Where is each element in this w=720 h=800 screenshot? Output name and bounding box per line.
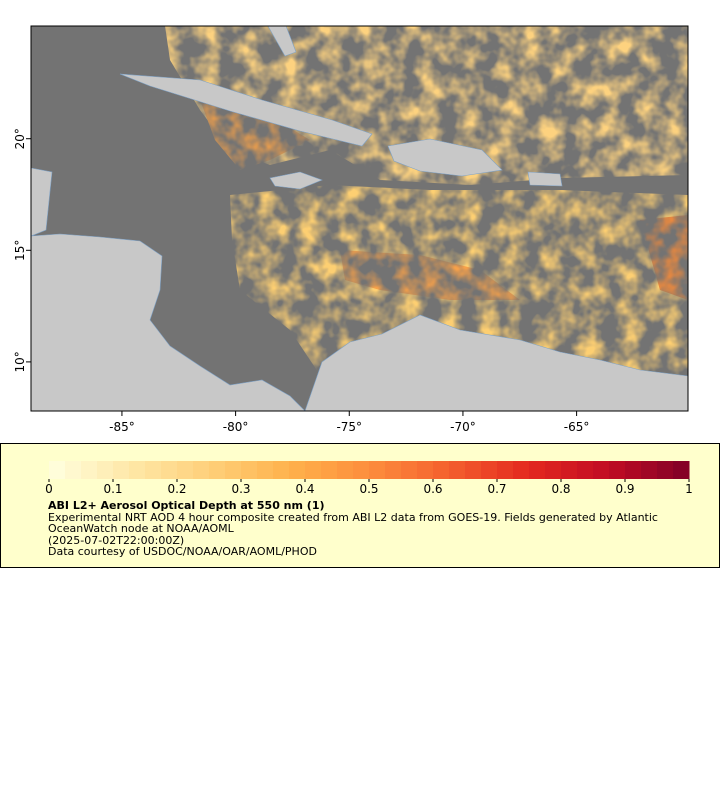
colorbar-step bbox=[657, 461, 674, 479]
x-tick-label: -75° bbox=[336, 420, 362, 434]
colorbar-step bbox=[433, 461, 450, 479]
colorbar-step bbox=[145, 461, 162, 479]
colorbar-step bbox=[497, 461, 514, 479]
colorbar-step bbox=[369, 461, 386, 479]
colorbar-tick-label: 0.8 bbox=[551, 482, 570, 496]
colorbar-step bbox=[81, 461, 98, 479]
colorbar-tick-label: 0 bbox=[45, 482, 53, 496]
colorbar-step bbox=[401, 461, 418, 479]
colorbar-step bbox=[417, 461, 434, 479]
colorbar-step bbox=[257, 461, 274, 479]
colorbar-step bbox=[113, 461, 130, 479]
colorbar-step bbox=[193, 461, 210, 479]
colorbar-step bbox=[273, 461, 290, 479]
y-tick-label: 10° bbox=[13, 351, 27, 372]
colorbar-step bbox=[353, 461, 370, 479]
colorbar-step bbox=[577, 461, 594, 479]
colorbar-step bbox=[641, 461, 658, 479]
colorbar-step bbox=[609, 461, 626, 479]
legend-credit: Data courtesy of USDOC/NOAA/OAR/AOML/PHO… bbox=[48, 545, 317, 558]
colorbar-tick-label: 1 bbox=[685, 482, 693, 496]
colorbar-step bbox=[97, 461, 114, 479]
map: -85° -80° -75° -70° -65° 10° 15° 20° bbox=[13, 25, 689, 434]
legend: 0 0.1 0.2 0.3 0.4 0.5 0.6 0.7 0.8 0.9 1 ABI L2+ Ae… bbox=[0, 443, 720, 568]
colorbar-tick-label: 0.5 bbox=[359, 482, 378, 496]
colorbar-step bbox=[449, 461, 466, 479]
colorbar-step bbox=[225, 461, 242, 479]
x-tick-label: -85° bbox=[109, 420, 135, 434]
colorbar-step bbox=[529, 461, 546, 479]
colorbar-step bbox=[161, 461, 178, 479]
colorbar-tick-label: 0.2 bbox=[167, 482, 186, 496]
axis-ticks: -85° -80° -75° -70° -65° 10° 15° 20° bbox=[13, 128, 589, 434]
y-tick-label: 20° bbox=[13, 128, 27, 149]
land bbox=[30, 25, 689, 412]
colorbar-step bbox=[209, 461, 226, 479]
colorbar-tick-label: 0.1 bbox=[103, 482, 122, 496]
colorbar-step bbox=[625, 461, 642, 479]
colorbar-step bbox=[177, 461, 194, 479]
colorbar-step bbox=[305, 461, 322, 479]
colorbar-step bbox=[241, 461, 258, 479]
colorbar-step bbox=[593, 461, 610, 479]
colorbar-tick-label: 0.9 bbox=[615, 482, 634, 496]
legend-time: (2025-07-02T22:00:00Z) bbox=[48, 533, 185, 547]
colorbar-tick-label: 0.4 bbox=[295, 482, 314, 496]
colorbar-step bbox=[513, 461, 530, 479]
colorbar-step bbox=[545, 461, 562, 479]
colorbar-tick-label: 0.7 bbox=[487, 482, 506, 496]
colorbar: 0 0.1 0.2 0.3 0.4 0.5 0.6 0.7 0.8 0.9 1 bbox=[45, 461, 693, 496]
colorbar-tick-label: 0.3 bbox=[231, 482, 250, 496]
aerosol-field bbox=[165, 26, 688, 385]
x-tick-label: -80° bbox=[223, 420, 249, 434]
colorbar-step bbox=[321, 461, 338, 479]
colorbar-step bbox=[465, 461, 482, 479]
colorbar-step bbox=[385, 461, 402, 479]
colorbar-step bbox=[481, 461, 498, 479]
legend-description: Experimental NRT AOD 4 hour composite cr… bbox=[48, 510, 658, 535]
legend-text: ABI L2+ Aerosol Optical Depth at 550 nm … bbox=[48, 500, 688, 558]
legend-title: ABI L2+ Aerosol Optical Depth at 550 nm … bbox=[48, 499, 325, 512]
colorbar-step bbox=[49, 461, 66, 479]
x-tick-label: -65° bbox=[564, 420, 590, 434]
colorbar-step bbox=[673, 461, 690, 479]
colorbar-step bbox=[65, 461, 82, 479]
colorbar-step bbox=[289, 461, 306, 479]
colorbar-step bbox=[337, 461, 354, 479]
colorbar-step bbox=[561, 461, 578, 479]
colorbar-step bbox=[129, 461, 146, 479]
colorbar-tick-label: 0.6 bbox=[423, 482, 442, 496]
x-tick-label: -70° bbox=[450, 420, 476, 434]
y-tick-label: 15° bbox=[13, 240, 27, 261]
map-frame bbox=[30, 25, 689, 412]
